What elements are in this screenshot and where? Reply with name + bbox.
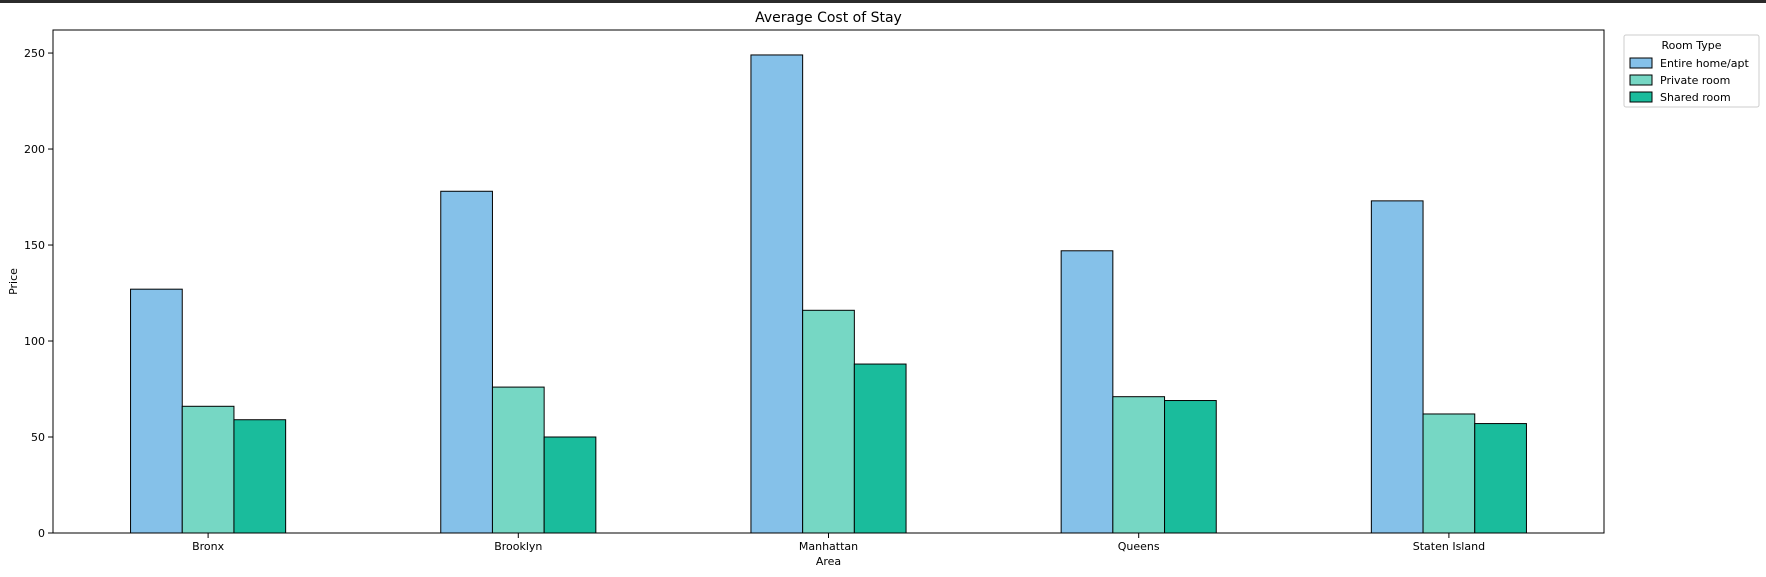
- x-tick-label: Manhattan: [799, 540, 858, 553]
- x-tick-label: Queens: [1118, 540, 1160, 553]
- x-axis: Bronx Brooklyn Manhattan Queens Staten Islan…: [192, 533, 1485, 553]
- bar: [491, 386, 545, 534]
- bars-group: [130, 54, 1527, 534]
- legend-box: [1623, 34, 1760, 108]
- legend-label: Private room: [1660, 74, 1730, 87]
- y-axis: 0 50 100 150 200 250: [24, 47, 53, 540]
- x-tick-label: Bronx: [192, 540, 225, 553]
- legend-swatch: [1629, 57, 1653, 69]
- y-axis-label: Price: [7, 268, 20, 295]
- x-axis-label: Area: [816, 555, 841, 568]
- y-tick-label: 200: [24, 143, 45, 156]
- x-tick-label: Brooklyn: [494, 540, 542, 553]
- bar: [1370, 200, 1424, 534]
- y-tick-label: 100: [24, 335, 45, 348]
- y-tick-label: 150: [24, 239, 45, 252]
- legend: Room Type Entire home/apt Private room Sha…: [1623, 34, 1760, 108]
- y-tick-label: 50: [31, 431, 45, 444]
- legend-label: Entire home/apt: [1660, 57, 1749, 70]
- chart-title: Average Cost of Stay: [755, 10, 902, 26]
- legend-items: Entire home/apt Private room Shared room: [1629, 57, 1749, 104]
- bar: [1164, 400, 1217, 534]
- y-tick-label: 0: [38, 527, 45, 540]
- bar: [130, 288, 183, 534]
- bar: [1112, 396, 1166, 534]
- bar: [440, 190, 493, 534]
- bar: [750, 54, 804, 534]
- bar: [853, 363, 907, 534]
- legend-title: Room Type: [1661, 39, 1721, 52]
- bar: [181, 405, 235, 534]
- bar: [543, 436, 597, 534]
- bar: [233, 419, 287, 534]
- legend-swatch: [1629, 74, 1653, 86]
- legend-swatch: [1629, 91, 1653, 103]
- legend-label: Shared room: [1660, 91, 1731, 104]
- window-top-bar: [0, 0, 1766, 3]
- x-tick-label: Staten Island: [1413, 540, 1485, 553]
- bar: [1474, 423, 1527, 534]
- bar: [802, 309, 855, 534]
- bar: [1060, 250, 1114, 534]
- y-tick-label: 250: [24, 47, 45, 60]
- bar: [1422, 413, 1476, 534]
